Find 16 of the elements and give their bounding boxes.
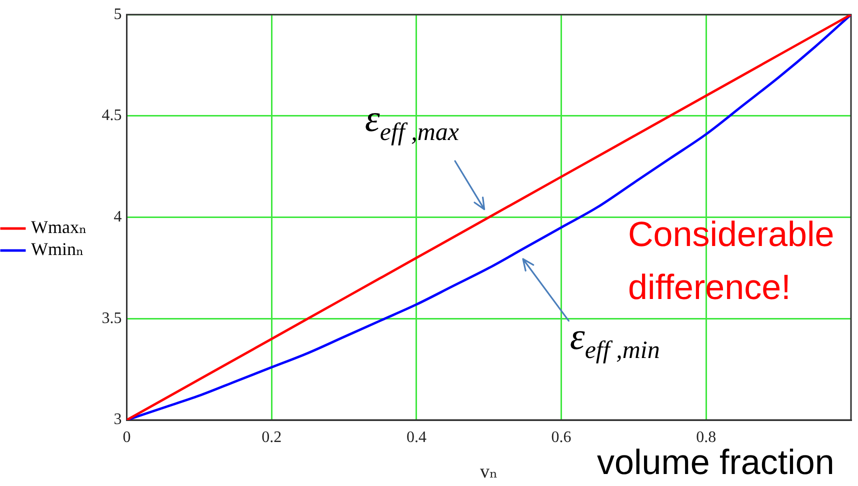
x-tick-label: 0 [122,428,131,446]
x-axis-title: vₙ [480,462,498,483]
y-tick-label: 4 [114,208,122,226]
y-tick-label: 3 [114,411,122,428]
line-series [126,14,851,420]
x-tick-label: 0.8 [696,428,716,446]
text: volume fraction [597,443,834,482]
legend-label: Wmaxₙ [31,217,87,238]
y-tick-label: 5 [114,6,122,23]
legend-label: Wminₙ [31,239,84,260]
y-tick-label: 3.5 [102,310,122,327]
y-tick-label: 4.5 [102,107,122,124]
x-tick-label: 0.4 [406,428,426,446]
x-tick-label: 0.6 [551,428,572,446]
x-tick-label: 0.2 [262,428,282,446]
annotation: ε$_{eff ,min}$ [570,316,660,364]
